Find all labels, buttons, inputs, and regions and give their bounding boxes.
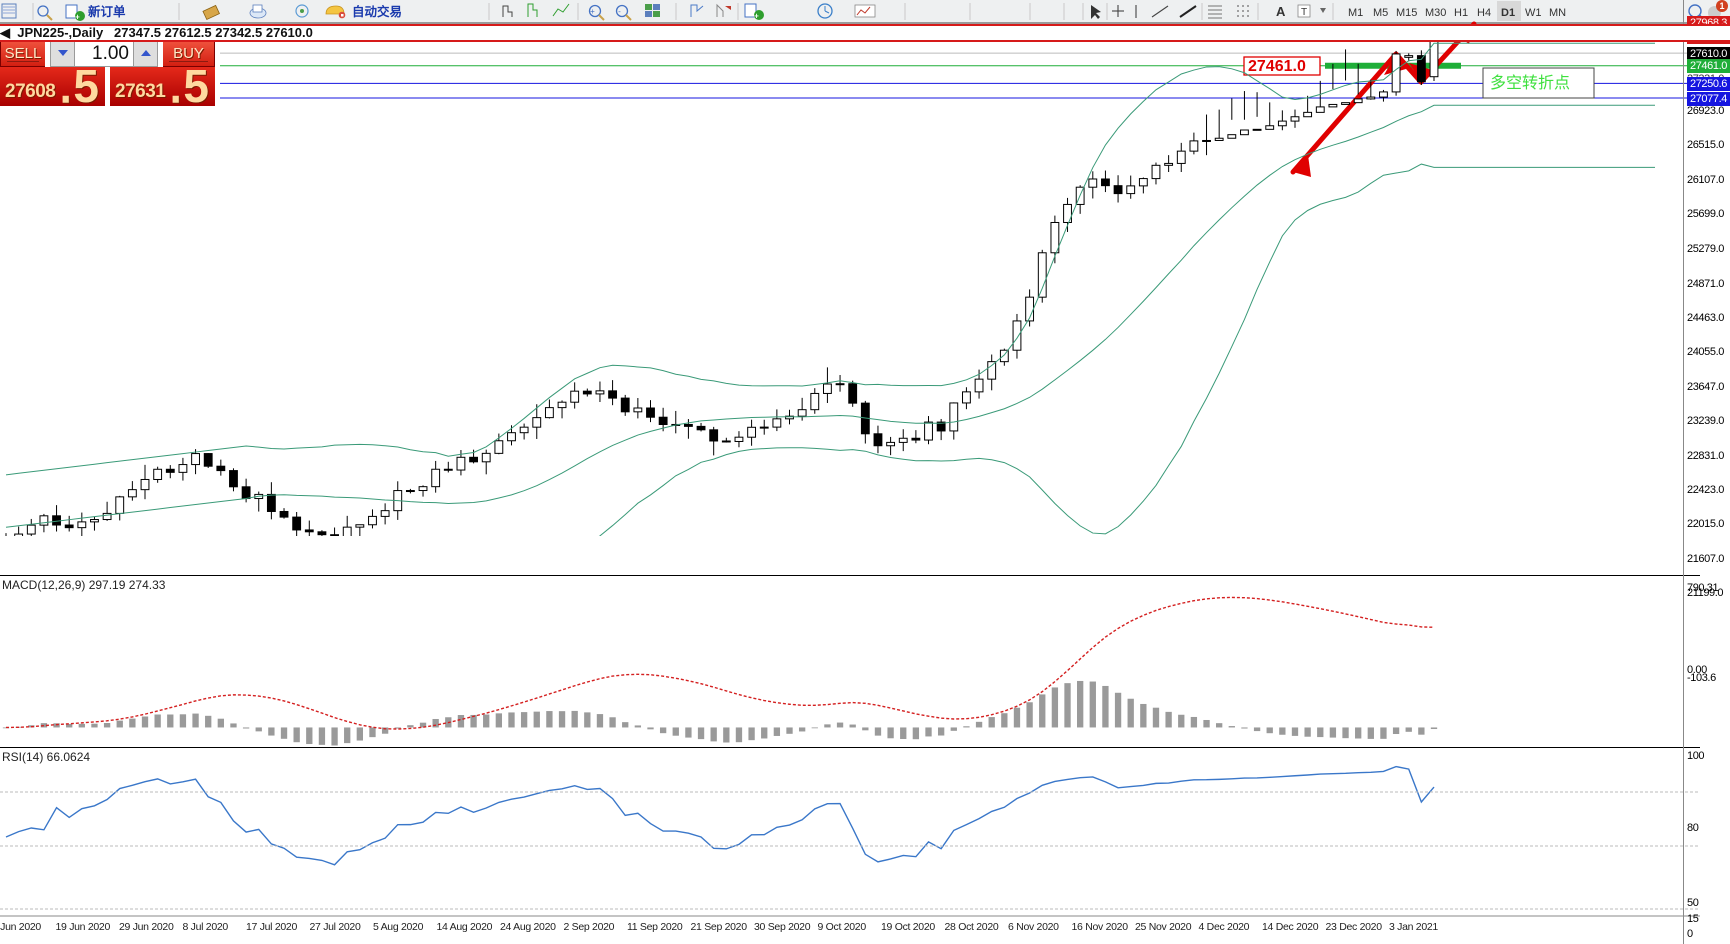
svg-text:MN: MN bbox=[1549, 7, 1566, 19]
svg-text:+: + bbox=[754, 12, 759, 21]
svg-text:新订单: 新订单 bbox=[88, 4, 126, 19]
svg-text:自动交易: 自动交易 bbox=[352, 4, 402, 19]
svg-text:M5: M5 bbox=[1373, 7, 1388, 19]
svg-text:+: + bbox=[590, 7, 595, 16]
svg-text:+: + bbox=[75, 13, 80, 22]
svg-text:M30: M30 bbox=[1425, 7, 1446, 19]
svg-text:A: A bbox=[1276, 4, 1286, 19]
svg-text:D1: D1 bbox=[1501, 7, 1515, 19]
svg-text:M15: M15 bbox=[1396, 7, 1417, 19]
svg-text:H4: H4 bbox=[1477, 7, 1491, 19]
svg-text:W1: W1 bbox=[1525, 7, 1542, 19]
svg-text:T: T bbox=[1301, 7, 1307, 18]
svg-text:M1: M1 bbox=[1348, 7, 1363, 19]
svg-text:H1: H1 bbox=[1454, 7, 1468, 19]
svg-text:-: - bbox=[618, 7, 621, 16]
